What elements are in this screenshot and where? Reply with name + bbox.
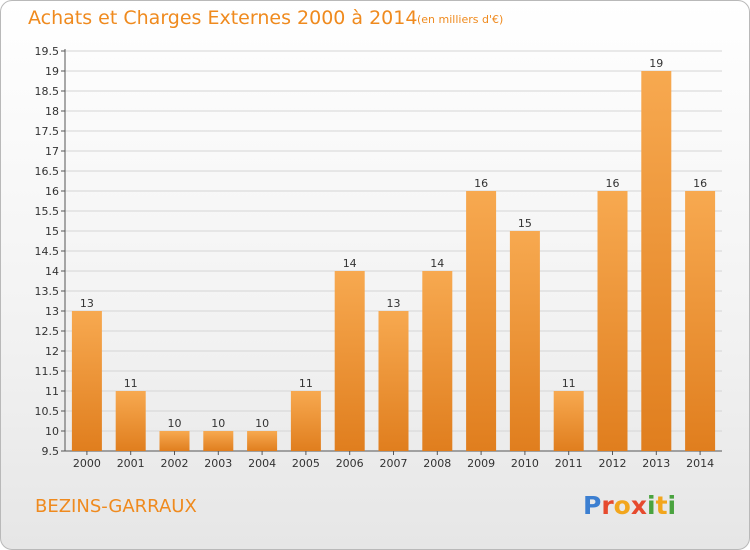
y-tick-label: 9.5: [42, 445, 60, 458]
logo-letter: o: [613, 491, 631, 520]
y-tick-label: 10: [45, 425, 59, 438]
y-tick-label: 17: [45, 145, 59, 158]
y-tick-label: 17.5: [35, 125, 60, 138]
y-tick-label: 12.5: [35, 325, 60, 338]
logo-letter: x: [630, 491, 647, 520]
bar-value-label: 13: [80, 297, 94, 310]
chart-subtitle: (en milliers d'€): [417, 13, 504, 26]
logo-letter: i: [667, 491, 677, 520]
y-tick-label: 18.5: [35, 85, 60, 98]
y-tick-label: 13.5: [35, 285, 60, 298]
y-tick-label: 11: [45, 385, 59, 398]
x-tick-label: 2013: [642, 457, 670, 470]
bar: [422, 271, 453, 451]
x-tick-label: 2004: [248, 457, 276, 470]
bar-value-label: 15: [518, 217, 532, 230]
bar: [641, 71, 672, 451]
bar: [290, 391, 321, 451]
commune-name: BEZINS-GARRAUX: [35, 496, 197, 517]
bar-value-label: 14: [343, 257, 357, 270]
x-tick-label: 2010: [511, 457, 539, 470]
chart-title: Achats et Charges Externes 2000 à 2014: [28, 7, 418, 29]
x-tick-label: 2005: [292, 457, 320, 470]
bar: [685, 191, 716, 451]
bar-value-label: 11: [299, 377, 313, 390]
bar: [334, 271, 365, 451]
bars: [71, 71, 716, 451]
bar: [203, 431, 234, 451]
y-tick-label: 19.5: [35, 45, 60, 58]
bar-value-label: 16: [606, 177, 620, 190]
y-tick-label: 15: [45, 225, 59, 238]
bar-value-label: 10: [255, 417, 269, 430]
logo-letter: r: [601, 491, 614, 520]
x-tick-label: 2000: [73, 457, 101, 470]
bar: [553, 391, 584, 451]
proxiti-logo[interactable]: Proxiti: [583, 491, 676, 520]
y-tick-label: 13: [45, 305, 59, 318]
x-tick-label: 2009: [467, 457, 495, 470]
bar-value-label: 10: [168, 417, 182, 430]
x-tick-label: 2006: [336, 457, 364, 470]
logo-letter: i: [647, 491, 656, 520]
bar-value-label: 16: [693, 177, 707, 190]
bar: [159, 431, 190, 451]
y-tick-label: 15.5: [35, 205, 60, 218]
bar: [466, 191, 497, 451]
x-tick-label: 2014: [686, 457, 714, 470]
logo-letter: P: [583, 491, 602, 520]
bar: [378, 311, 409, 451]
bar: [509, 231, 540, 451]
y-tick-label: 10.5: [35, 405, 60, 418]
bar: [115, 391, 146, 451]
logo-letter: t: [655, 491, 668, 520]
y-tick-label: 16.5: [35, 165, 60, 178]
x-tick-label: 2008: [423, 457, 451, 470]
x-tick-label: 2002: [161, 457, 189, 470]
x-tick-label: 2001: [117, 457, 145, 470]
bar-value-label: 10: [211, 417, 225, 430]
bar: [71, 311, 102, 451]
y-tick-label: 12: [45, 345, 59, 358]
y-tick-label: 14.5: [35, 245, 60, 258]
x-tick-label: 2012: [599, 457, 627, 470]
bar-value-label: 11: [562, 377, 576, 390]
labels: 9.5 10 10.5 11 11.5 12 12.5 13 13.5 14 14.5 15 15.5 1…: [35, 45, 715, 470]
bar: [597, 191, 628, 451]
y-tick-label: 16: [45, 185, 59, 198]
bar-value-label: 16: [474, 177, 488, 190]
y-tick-label: 19: [45, 65, 59, 78]
y-tick-label: 11.5: [35, 365, 60, 378]
x-tick-label: 2007: [380, 457, 408, 470]
x-tick-label: 2011: [555, 457, 583, 470]
bar: [247, 431, 278, 451]
bar-value-label: 19: [649, 57, 663, 70]
x-tick-label: 2003: [204, 457, 232, 470]
bar-value-label: 14: [430, 257, 444, 270]
y-tick-label: 14: [45, 265, 59, 278]
bar-value-label: 11: [124, 377, 138, 390]
y-tick-label: 18: [45, 105, 59, 118]
bar-value-label: 13: [387, 297, 401, 310]
